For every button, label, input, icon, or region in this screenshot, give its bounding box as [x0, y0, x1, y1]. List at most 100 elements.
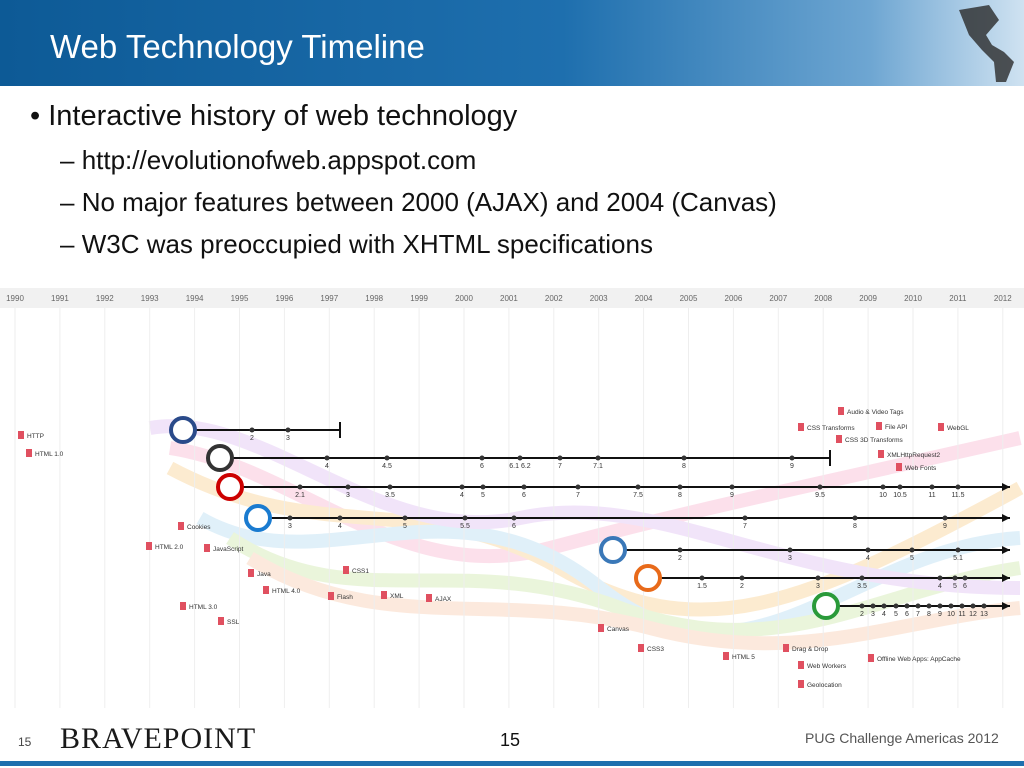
year-label: 2001 [500, 294, 518, 303]
sub-bullet-text: No major features between 2000 (AJAX) an… [81, 187, 777, 217]
version-dot [595, 455, 601, 461]
version-dot [729, 484, 735, 490]
year-label: 1991 [51, 294, 69, 303]
version-label: 3 [286, 435, 290, 442]
browser-icon [244, 504, 272, 532]
version-label: 3.5 [385, 492, 395, 499]
version-label: 3 [871, 611, 875, 618]
browser-icon [634, 564, 662, 592]
version-label: 8 [678, 492, 682, 499]
version-label: 6 [522, 492, 526, 499]
version-dot [324, 455, 330, 461]
version-label: 5.1 [953, 555, 963, 562]
version-dot [852, 515, 858, 521]
version-label: 8 [682, 463, 686, 470]
feature-tag [328, 592, 334, 600]
arrow-head [1002, 602, 1010, 610]
map-icon [959, 5, 1014, 82]
timeline: 1990 1991 1992 1993 1994 1995 1996 1997 1998 1999… [0, 288, 1024, 708]
version-label: 3 [816, 583, 820, 590]
version-label: 4 [338, 523, 342, 530]
version-label: 3 [788, 555, 792, 562]
version-label: 4 [938, 583, 942, 590]
feature-tag [218, 617, 224, 625]
year-label: 2004 [635, 294, 653, 303]
year-label: 1993 [141, 294, 159, 303]
year-label: 2008 [814, 294, 832, 303]
version-dot [815, 575, 821, 581]
bullet: • Interactive history of web technology [30, 100, 518, 132]
version-dot [897, 484, 903, 490]
version-dot [459, 484, 465, 490]
feature-label: WebGL [947, 425, 969, 432]
feature-label: Canvas [607, 626, 630, 633]
version-label: 8 [927, 611, 931, 618]
version-label: 13 [980, 611, 988, 618]
feature-tag [798, 680, 804, 688]
version-dot [517, 455, 523, 461]
version-dot [881, 603, 887, 609]
feature-label: Web Fonts [905, 465, 937, 472]
feature-tag [868, 654, 874, 662]
version-label: 4 [460, 492, 464, 499]
version-dot [937, 603, 943, 609]
version-dot [462, 515, 468, 521]
version-label: 2 [250, 435, 254, 442]
feature-label: SSL [227, 619, 240, 626]
version-dot [915, 603, 921, 609]
browser-icon [812, 592, 840, 620]
version-label: 7.5 [633, 492, 643, 499]
feature-label: XMLHttpRequest2 [887, 452, 940, 459]
version-label: 6 [905, 611, 909, 618]
version-label: 7 [743, 523, 747, 530]
feature-tag [798, 661, 804, 669]
version-label: 9 [790, 463, 794, 470]
version-label: 4.5 [382, 463, 392, 470]
version-dot [249, 427, 255, 433]
version-dot [699, 575, 705, 581]
arrow-head [1002, 574, 1010, 582]
version-label: 3 [346, 492, 350, 499]
version-label: 12 [969, 611, 977, 618]
year-label: 1990 [6, 294, 24, 303]
version-label: 10 [947, 611, 955, 618]
version-label: 9 [938, 611, 942, 618]
event-name: PUG Challenge Americas 2012 [805, 730, 999, 746]
feature-tag [638, 644, 644, 652]
feature-tag [180, 602, 186, 610]
feature-label: XML [390, 593, 404, 600]
version-label: 7.1 [593, 463, 603, 470]
feature-label: Offline Web Apps: AppCache [877, 656, 961, 663]
version-dot [787, 547, 793, 553]
version-label: 7 [916, 611, 920, 618]
slide-title: Web Technology Timeline [50, 28, 425, 65]
version-dot [970, 603, 976, 609]
page-number: 15 [500, 730, 521, 750]
version-dot [677, 484, 683, 490]
version-dot [959, 603, 965, 609]
version-label: 9 [730, 492, 734, 499]
year-label: 2011 [949, 294, 967, 303]
arrow-head [1002, 546, 1010, 554]
year-label: 2002 [545, 294, 563, 303]
feature-tag [798, 423, 804, 431]
version-dot [981, 603, 987, 609]
version-label: 7 [558, 463, 562, 470]
feature-label: Audio & Video Tags [847, 409, 904, 416]
feature-label: HTTP [27, 433, 44, 440]
feature-tag [876, 422, 882, 430]
sub-bullet: – W3C was preoccupied with XHTML specifi… [60, 229, 653, 259]
year-label: 2009 [859, 294, 877, 303]
browser-icon [599, 536, 627, 564]
version-label: 5 [481, 492, 485, 499]
version-label: 10.5 [893, 492, 907, 499]
year-label: 1997 [320, 294, 338, 303]
version-dot [677, 547, 683, 553]
feature-label: Geolocation [807, 682, 842, 689]
year-label: 2010 [904, 294, 922, 303]
browser-icon [169, 416, 197, 444]
feature-label: CSS1 [352, 568, 369, 575]
feature-tag [381, 591, 387, 599]
version-dot [952, 575, 958, 581]
